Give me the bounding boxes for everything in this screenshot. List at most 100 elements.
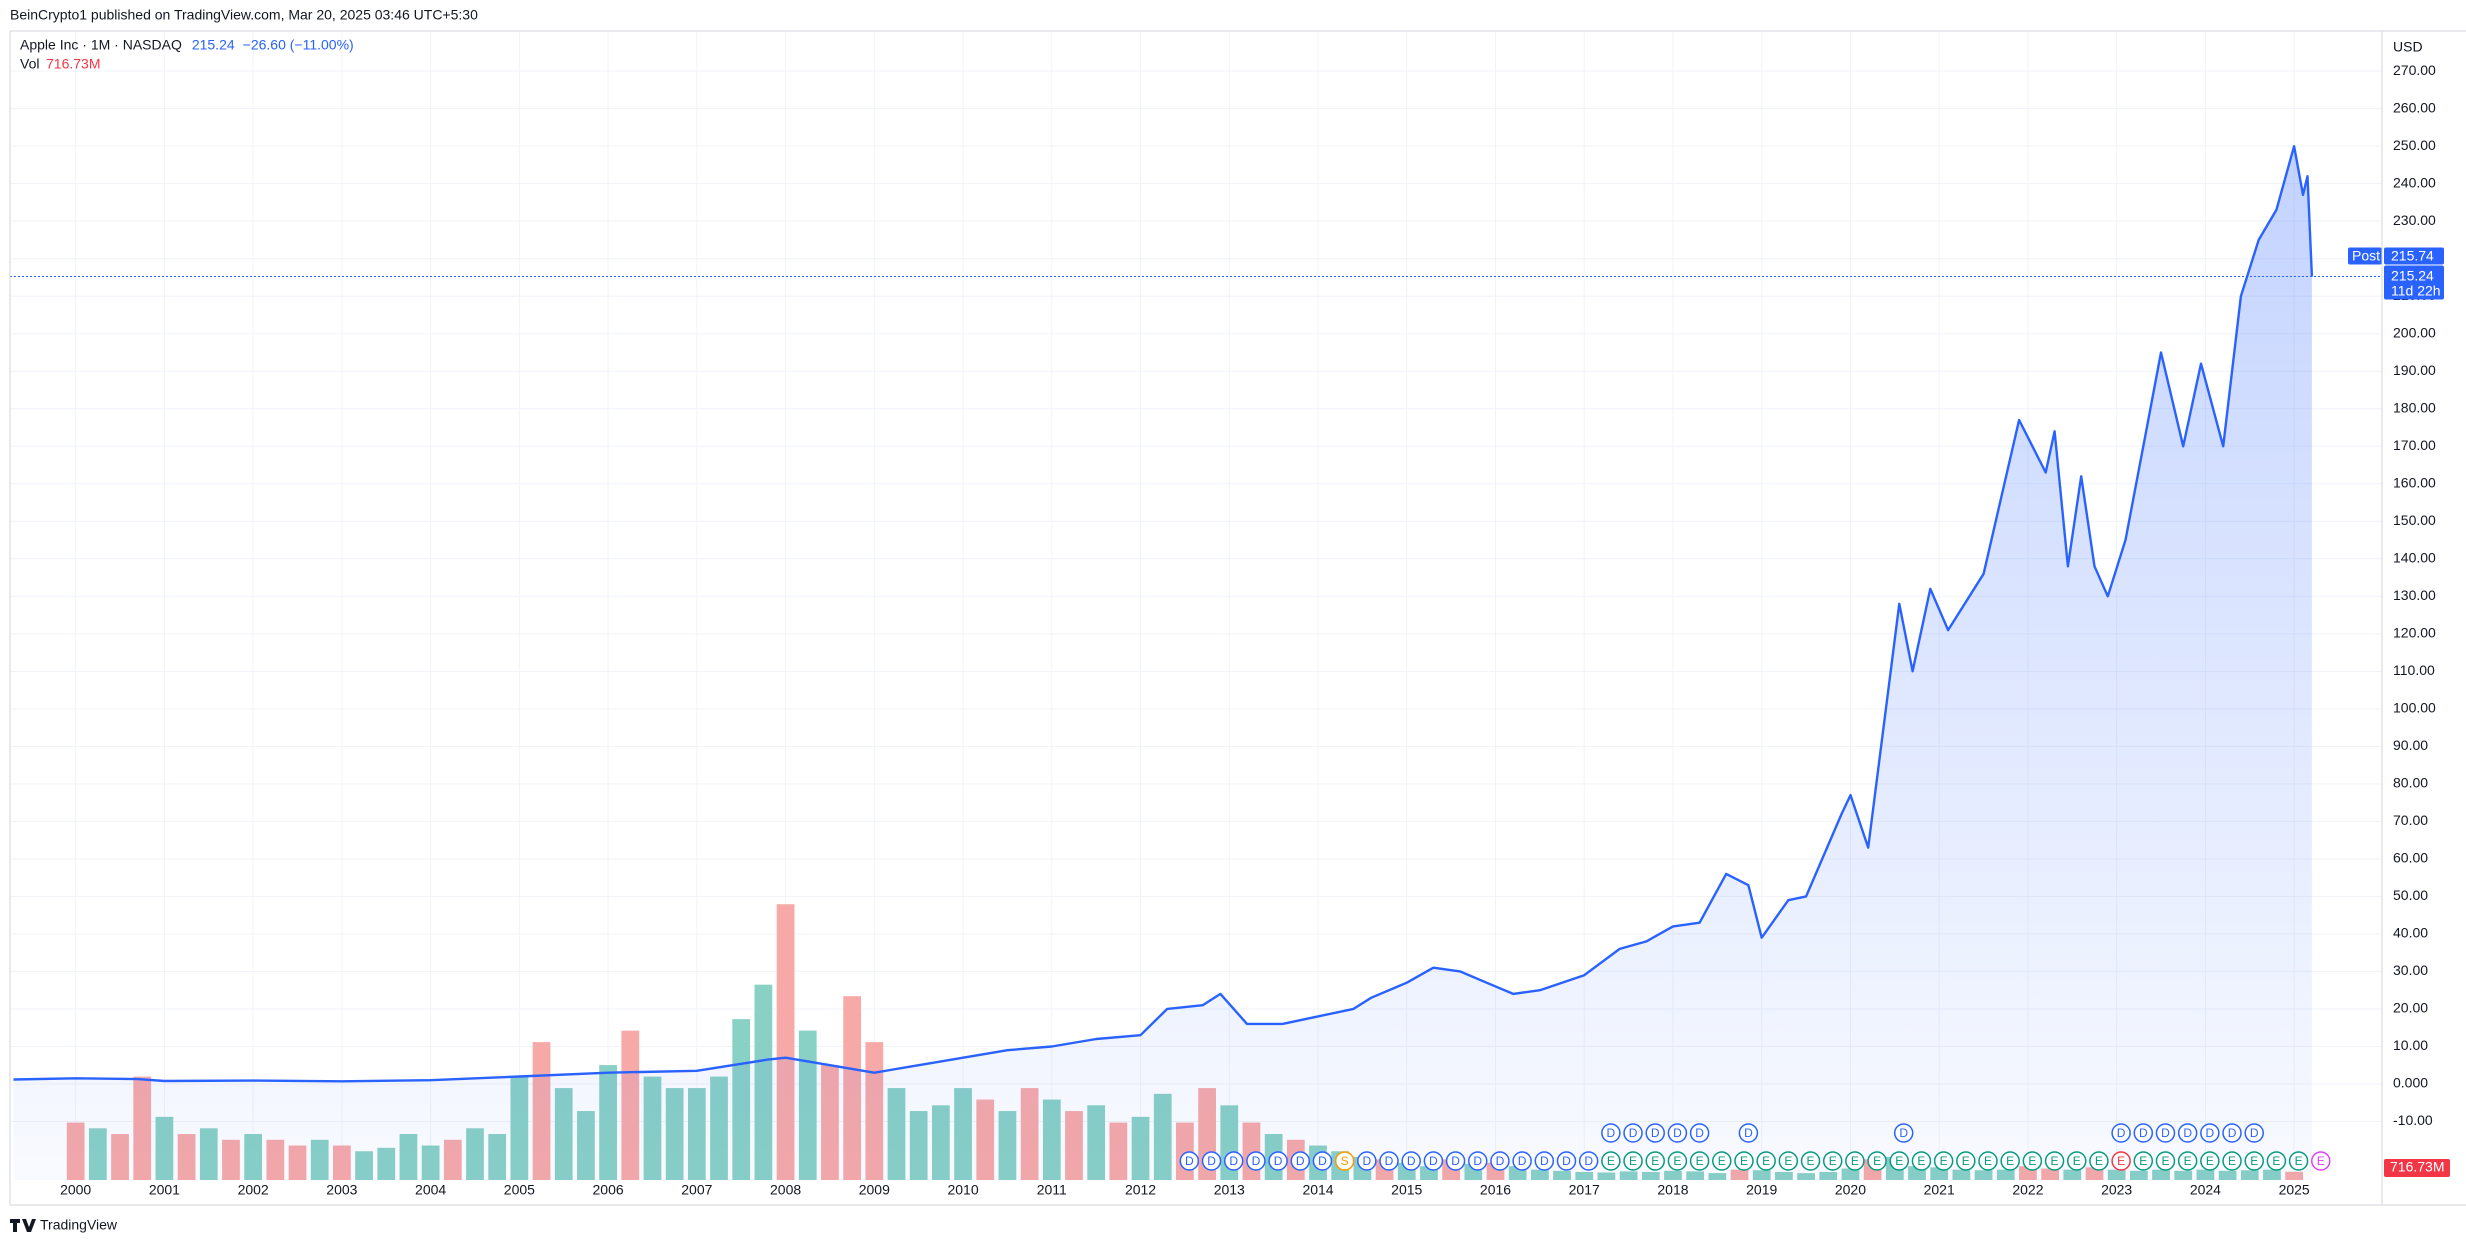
event-label: D	[2228, 1126, 2237, 1140]
event-label: E	[1762, 1154, 1770, 1168]
event-label: D	[2117, 1126, 2126, 1140]
event-label: E	[1696, 1154, 1704, 1168]
event-marker	[1734, 1151, 1754, 1171]
x-tick-label: 2024	[2190, 1182, 2221, 1198]
event-marker	[1689, 1123, 1710, 1143]
event-label: E	[1673, 1154, 1681, 1168]
event-marker	[2200, 1123, 2220, 1143]
y-tick-label: 80.00	[2393, 775, 2428, 791]
y-tick-label: 150.00	[2393, 512, 2436, 528]
event-label: E	[1962, 1154, 1970, 1168]
event-label: D	[1744, 1126, 1753, 1140]
event-label: E	[2317, 1154, 2325, 1168]
event-label: D	[2161, 1126, 2170, 1140]
post-tag-bg	[2348, 247, 2382, 265]
y-tick-label: 90.00	[2393, 737, 2428, 753]
y-tick-label: 60.00	[2393, 850, 2428, 866]
event-marker	[1601, 1151, 1621, 1171]
price-line	[13, 145, 2314, 1083]
event-label: D	[1362, 1154, 1371, 1168]
event-marker	[1738, 1123, 1759, 1143]
event-marker	[1246, 1151, 1266, 1171]
event-label: D	[2206, 1126, 2215, 1140]
event-marker	[2000, 1151, 2020, 1171]
currency: USD	[2393, 39, 2423, 55]
y-tick-label: 240.00	[2393, 174, 2436, 190]
event-label: E	[1607, 1154, 1615, 1168]
y-tick-label: 200.00	[2393, 324, 2436, 340]
event-label: D	[2139, 1126, 2148, 1140]
event-label: D	[1185, 1154, 1194, 1168]
countdown: 11d 22h	[2391, 282, 2441, 298]
event-label: E	[1784, 1154, 1792, 1168]
event-marker	[2244, 1151, 2264, 1171]
event-marker	[2089, 1151, 2109, 1171]
x-tick-label: 2023	[2101, 1182, 2132, 1198]
event-marker	[1867, 1151, 1887, 1171]
y-tick-label: 40.00	[2393, 925, 2428, 941]
event-marker	[2266, 1151, 2287, 1171]
event-label: D	[1407, 1154, 1416, 1168]
event-marker	[2222, 1123, 2242, 1143]
x-tick-label: 2007	[681, 1182, 712, 1198]
event-label: E	[2139, 1154, 2147, 1168]
event-label: E	[2051, 1154, 2059, 1168]
event-label: E	[2073, 1154, 2081, 1168]
x-tick-label: 2019	[1746, 1182, 1777, 1198]
event-marker	[1756, 1151, 1776, 1171]
x-tick-label: 2004	[415, 1182, 446, 1198]
event-label: D	[1695, 1126, 1704, 1140]
event-marker	[1911, 1151, 1932, 1171]
event-label: E	[2006, 1154, 2014, 1168]
x-tick-label: 2021	[1924, 1182, 1955, 1198]
event-marker	[1467, 1151, 1488, 1171]
event-label: E	[2228, 1154, 2236, 1168]
event-marker	[1667, 1123, 1688, 1143]
event-label: D	[2183, 1126, 2192, 1140]
event-label: D	[1607, 1126, 1616, 1140]
event-marker	[1778, 1151, 1799, 1171]
event-marker	[1223, 1151, 1244, 1171]
event-marker	[1712, 1151, 1732, 1171]
y-tick-label: 230.00	[2393, 212, 2436, 228]
event-marker	[2066, 1151, 2087, 1171]
event-marker	[1423, 1151, 1444, 1171]
event-marker	[2311, 1151, 2331, 1171]
x-tick-label: 2008	[770, 1182, 801, 1198]
event-marker	[2133, 1151, 2154, 1171]
event-label: E	[1984, 1154, 1992, 1168]
volume-title: Vol	[20, 56, 39, 72]
price-series	[10, 145, 2382, 1181]
price-tag: 215.24	[2391, 267, 2434, 283]
event-marker	[2155, 1151, 2176, 1171]
event-label: D	[1207, 1154, 1216, 1168]
event-marker	[1689, 1151, 1710, 1171]
y-tick-label: 50.00	[2393, 887, 2428, 903]
event-marker	[1534, 1151, 1555, 1171]
event-label: E	[1851, 1154, 1859, 1168]
event-marker	[1379, 1151, 1399, 1171]
event-label: D	[1296, 1154, 1305, 1168]
event-label: E	[2250, 1154, 2258, 1168]
event-marker	[1667, 1151, 1688, 1171]
volume-tag: 716.73M	[2390, 1159, 2444, 1175]
event-marker	[2111, 1123, 2131, 1143]
event-marker	[2200, 1151, 2220, 1171]
event-label: E	[2028, 1154, 2036, 1168]
event-marker	[1845, 1151, 1865, 1171]
event-label: D	[1584, 1154, 1593, 1168]
post-tag: Post	[2352, 247, 2380, 263]
y-tick-label: 160.00	[2393, 474, 2436, 490]
x-tick-label: 2011	[1037, 1182, 1067, 1198]
price-change: −26.60 (−11.00%)	[243, 37, 354, 53]
event-marker	[1623, 1151, 1643, 1171]
x-tick-label: 2009	[859, 1182, 890, 1198]
x-tick-label: 2022	[2012, 1182, 2043, 1198]
event-label: D	[1252, 1154, 1261, 1168]
event-label: E	[1740, 1154, 1748, 1168]
event-label: E	[2206, 1154, 2214, 1168]
symbol: Apple Inc · 1M · NASDAQ	[20, 37, 182, 53]
event-label: D	[1673, 1126, 1682, 1140]
event-marker	[1889, 1151, 1910, 1171]
y-tick-label: 120.00	[2393, 625, 2436, 641]
